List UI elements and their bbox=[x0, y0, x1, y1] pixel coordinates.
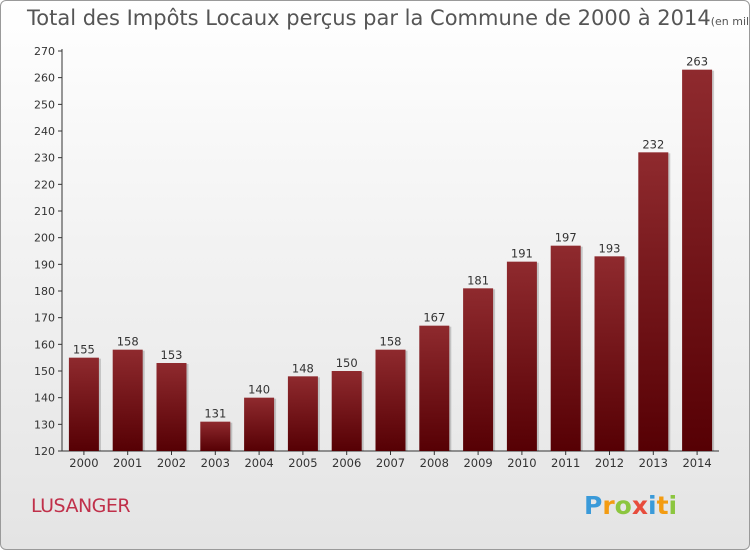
y-tick-label: 120 bbox=[34, 445, 55, 458]
commune-name: LUSANGER bbox=[31, 495, 130, 517]
bar-value-label: 148 bbox=[292, 361, 314, 375]
x-tick-label: 2013 bbox=[639, 456, 668, 470]
y-tick-label: 160 bbox=[34, 338, 55, 351]
bar-value-label: 193 bbox=[599, 241, 621, 255]
bar bbox=[419, 326, 449, 451]
x-tick-label: 2002 bbox=[157, 456, 186, 470]
x-tick-label: 2004 bbox=[244, 456, 273, 470]
chart-frame: Total des Impôts Locaux perçus par la Co… bbox=[0, 0, 750, 550]
x-tick-label: 2006 bbox=[332, 456, 361, 470]
x-tick-label: 2001 bbox=[113, 456, 142, 470]
y-tick-label: 150 bbox=[34, 365, 55, 378]
y-tick-label: 270 bbox=[34, 45, 55, 58]
bar-value-label: 140 bbox=[248, 383, 270, 397]
bar bbox=[157, 363, 187, 451]
bar-value-label: 181 bbox=[467, 273, 489, 287]
logo-letter: o bbox=[615, 491, 632, 520]
bar bbox=[113, 350, 143, 451]
logo-letter: t bbox=[657, 491, 669, 520]
y-tick-label: 210 bbox=[34, 205, 55, 218]
bar-value-label: 158 bbox=[380, 335, 402, 349]
bar bbox=[551, 246, 581, 451]
bar bbox=[376, 350, 406, 451]
bar-value-label: 167 bbox=[423, 311, 445, 325]
y-tick-label: 260 bbox=[34, 72, 55, 85]
bar-value-label: 153 bbox=[161, 348, 183, 362]
bar-value-label: 263 bbox=[686, 55, 708, 69]
bar bbox=[69, 358, 99, 451]
y-tick-label: 240 bbox=[34, 125, 55, 138]
y-tick-label: 140 bbox=[34, 392, 55, 405]
bar-chart: 120 130 140 150 160 170 180 190 200 210 220 230 240 2… bbox=[1, 1, 749, 549]
logo-letter: x bbox=[632, 491, 648, 520]
bar-value-label: 197 bbox=[555, 231, 577, 245]
x-tick-label: 2010 bbox=[507, 456, 536, 470]
proxiti-logo: Proxiti bbox=[584, 491, 677, 520]
y-tick-label: 130 bbox=[34, 418, 55, 431]
bar bbox=[638, 152, 668, 451]
bar bbox=[288, 376, 318, 451]
logo-letter: r bbox=[602, 491, 614, 520]
y-tick-label: 170 bbox=[34, 312, 55, 325]
bar bbox=[244, 398, 274, 451]
y-tick-label: 230 bbox=[34, 152, 55, 165]
bar-value-label: 191 bbox=[511, 247, 533, 261]
bar-value-label: 131 bbox=[204, 407, 226, 421]
y-tick-label: 200 bbox=[34, 232, 55, 245]
x-tick-label: 2008 bbox=[420, 456, 449, 470]
bar bbox=[682, 70, 712, 451]
y-tick-label: 190 bbox=[34, 258, 55, 271]
bar-value-label: 232 bbox=[642, 137, 664, 151]
logo-letter: P bbox=[584, 491, 602, 520]
bar bbox=[595, 256, 625, 451]
x-tick-label: 2007 bbox=[376, 456, 405, 470]
x-tick-label: 2000 bbox=[69, 456, 98, 470]
logo-letter: i bbox=[648, 491, 657, 520]
bar-value-label: 158 bbox=[117, 335, 139, 349]
y-tick-label: 180 bbox=[34, 285, 55, 298]
y-tick-label: 220 bbox=[34, 178, 55, 191]
bar-value-label: 155 bbox=[73, 343, 95, 357]
bar-value-label: 150 bbox=[336, 356, 358, 370]
x-tick-label: 2009 bbox=[463, 456, 492, 470]
y-tick-label: 250 bbox=[34, 98, 55, 111]
x-tick-label: 2003 bbox=[201, 456, 230, 470]
logo-letter: i bbox=[669, 491, 678, 520]
bar bbox=[463, 288, 493, 451]
x-tick-label: 2012 bbox=[595, 456, 624, 470]
bar bbox=[200, 422, 230, 451]
x-tick-label: 2005 bbox=[288, 456, 317, 470]
x-tick-label: 2014 bbox=[682, 456, 711, 470]
bar bbox=[507, 262, 537, 451]
bar bbox=[332, 371, 362, 451]
x-tick-label: 2011 bbox=[551, 456, 580, 470]
